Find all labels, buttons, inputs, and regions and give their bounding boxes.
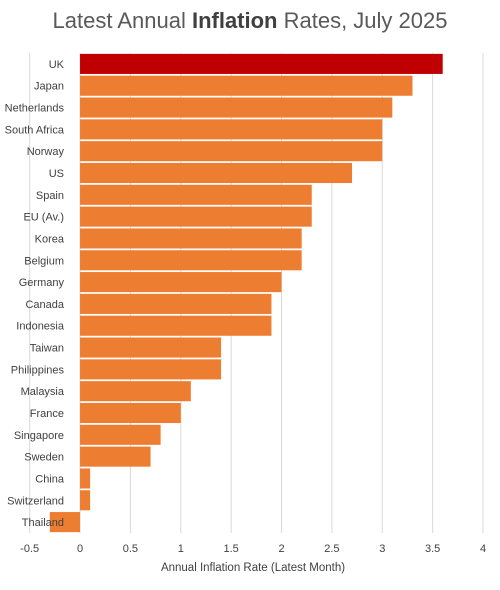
category-label: France: [30, 408, 64, 420]
category-label: Singapore: [14, 430, 64, 442]
category-label: China: [35, 473, 65, 485]
x-tick-label: 0.5: [123, 543, 138, 555]
x-tick-label: 1.5: [223, 543, 238, 555]
x-tick-label: 3: [379, 543, 385, 555]
bar-malaysia: [80, 381, 191, 402]
x-tick-label: 2: [278, 543, 284, 555]
bar-taiwan: [80, 337, 222, 358]
bar-uk: [80, 53, 443, 74]
bar-us: [80, 162, 353, 184]
category-label: EU (Av.): [23, 212, 64, 224]
x-tick-label: 0: [77, 543, 83, 555]
x-tick-label: 1: [178, 543, 184, 555]
bar-thailand: [49, 512, 81, 533]
x-tick-labels: -0.5 0 0.5 1 1.5 2 2.5 3 3.5 4: [20, 543, 486, 555]
x-tick-label: -0.5: [20, 543, 39, 555]
category-label: Belgium: [24, 255, 64, 267]
category-label: Netherlands: [5, 103, 65, 115]
chart-title: Latest Annual Inflation Rates, July 2025: [0, 8, 500, 34]
bar-china: [80, 468, 91, 489]
bar-belgium: [80, 250, 302, 271]
category-label: Malaysia: [21, 386, 65, 398]
bar-switzerland: [80, 490, 91, 511]
category-label: Germany: [19, 277, 65, 289]
category-labels: UK Japan Netherlands South Africa Norway US Sp…: [5, 59, 65, 529]
bar-indonesia: [80, 315, 272, 336]
category-label: Japan: [34, 81, 64, 93]
category-label: UK: [49, 59, 65, 71]
bar-south-africa: [80, 119, 383, 140]
category-label: Canada: [25, 299, 64, 311]
category-label: Norway: [27, 146, 65, 158]
bar-spain: [80, 184, 312, 205]
category-label: Philippines: [11, 364, 65, 376]
x-axis-label: Annual Inflation Rate (Latest Month): [161, 562, 345, 574]
x-tick-label: 4: [480, 543, 486, 555]
category-label: Thailand: [22, 517, 64, 529]
bar-korea: [80, 228, 302, 249]
x-tick-label: 3.5: [425, 543, 440, 555]
bar-france: [80, 402, 181, 424]
bars: [49, 53, 443, 533]
chart-title-suffix: Rates, July 2025: [277, 8, 448, 33]
category-label: Taiwan: [30, 343, 64, 355]
chart-title-prefix: Latest Annual: [52, 8, 192, 33]
category-label: Spain: [36, 190, 64, 202]
x-tick-label: 2.5: [324, 543, 339, 555]
bar-sweden: [80, 446, 151, 467]
bar-canada: [80, 293, 272, 314]
bar-japan: [80, 75, 413, 96]
category-label: US: [49, 168, 64, 180]
bar-germany: [80, 272, 282, 293]
category-label: Sweden: [24, 452, 64, 464]
bar-singapore: [80, 424, 161, 445]
bar-netherlands: [80, 97, 393, 118]
bar-eu-av: [80, 206, 312, 227]
category-label: Switzerland: [7, 495, 64, 507]
chart-title-bold: Inflation: [191, 8, 278, 33]
category-label: South Africa: [5, 124, 65, 136]
category-label: Indonesia: [16, 321, 65, 333]
bar-norway: [80, 141, 383, 162]
bar-philippines: [80, 359, 222, 380]
category-label: Korea: [35, 233, 65, 245]
